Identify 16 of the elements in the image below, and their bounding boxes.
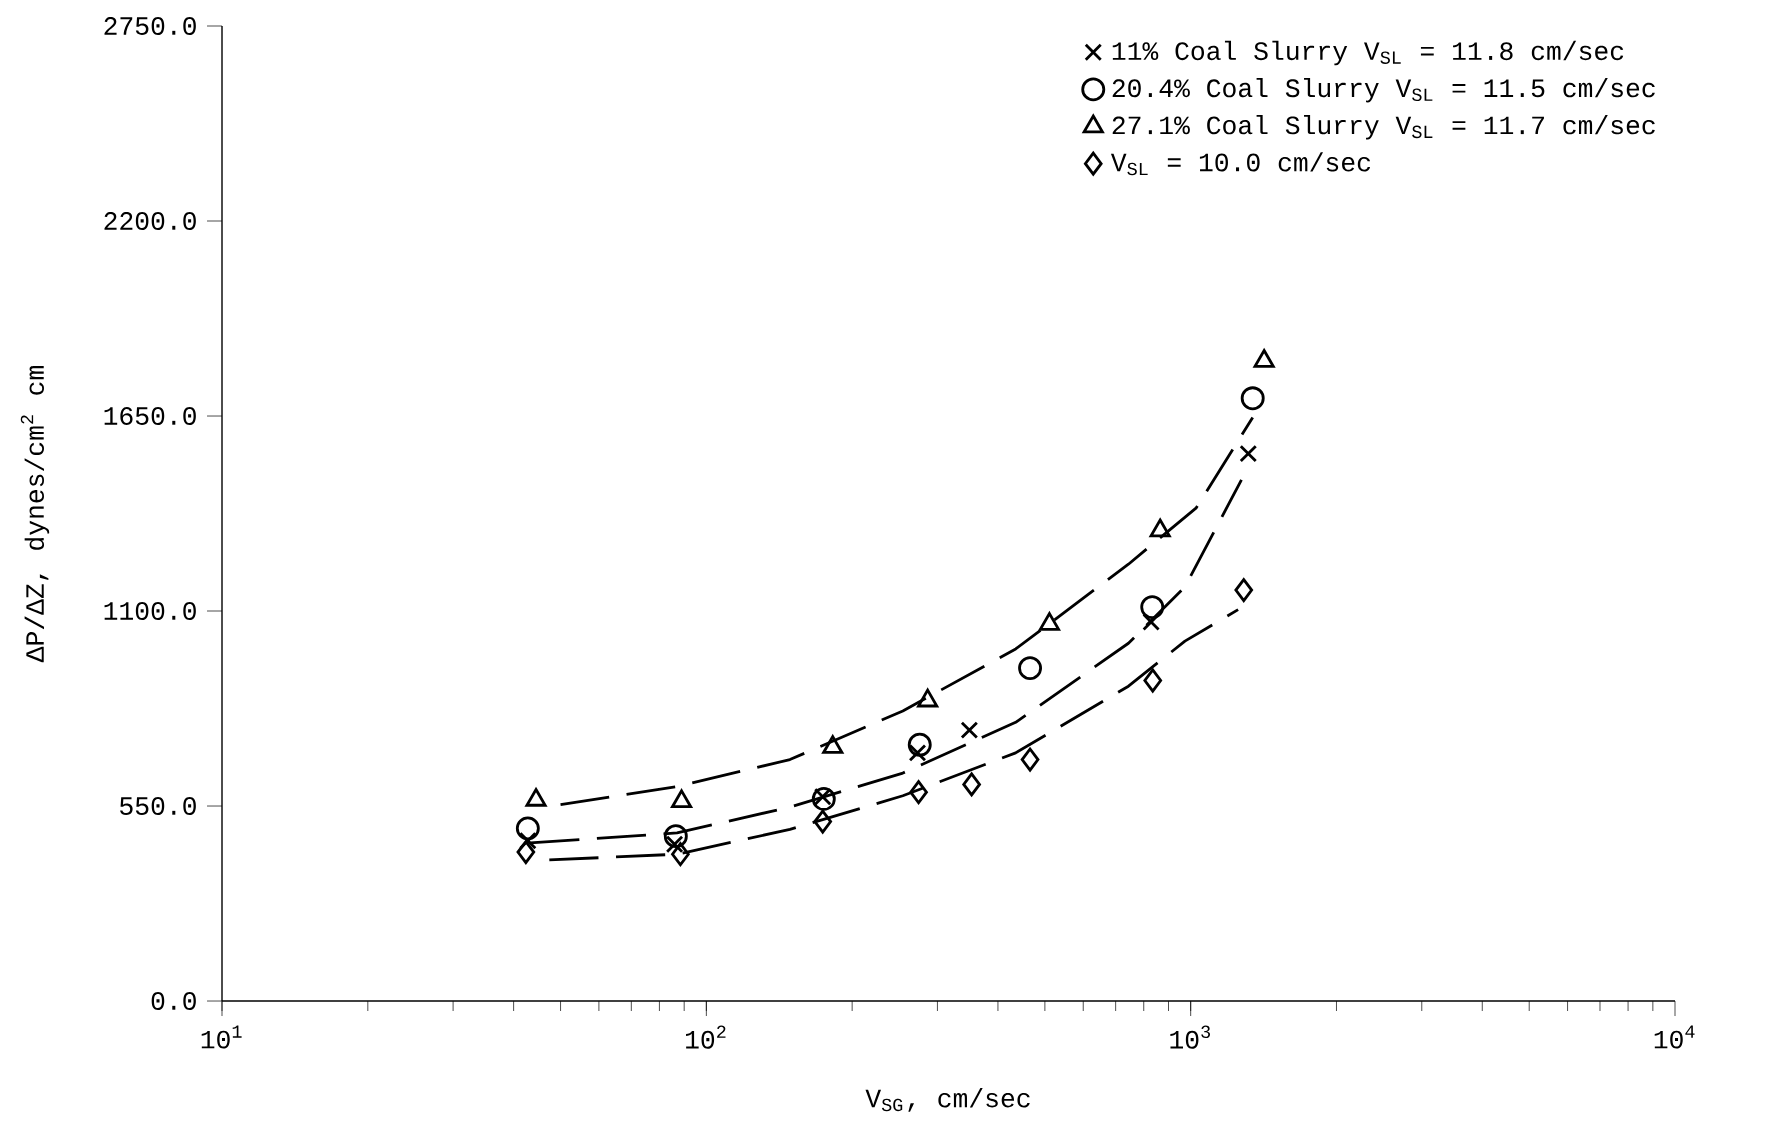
y-tick-label: 1100.0 [104, 602, 196, 620]
x-tick-label: 10$^{1}$ [201, 1025, 242, 1049]
legend-label: 20.4% Coal Slurry V$_{SL}$ = 11.5 cm/sec [1112, 77, 1655, 103]
y-axis-title: ΔP/ΔZ, dynes/cm$^{2}$ cm [20, 366, 50, 663]
legend-label: 11% Coal Slurry V$_{SL}$ = 11.8 cm/sec [1112, 40, 1624, 66]
legend-label: 27.1% Coal Slurry V$_{SL}$ = 11.7 cm/sec [1112, 115, 1655, 140]
y-tick-label: 2750.0 [104, 17, 196, 35]
x-axis-title: V$_{SG}$, cm/sec [865, 1088, 1030, 1112]
x-tick-label: 10$^{3}$ [1170, 1025, 1211, 1049]
y-tick-label: 0.0 [151, 992, 196, 1010]
y-tick-label: 1650.0 [104, 407, 196, 425]
y-tick-label: 550.0 [120, 797, 196, 815]
x-tick-label: 10$^{2}$ [686, 1025, 726, 1049]
legend-label: V$_{SL}$ = 10.0 cm/sec [1110, 152, 1371, 176]
y-tick-label: 2200.0 [104, 212, 196, 230]
x-tick-label: 10$^{4}$ [1654, 1025, 1695, 1049]
